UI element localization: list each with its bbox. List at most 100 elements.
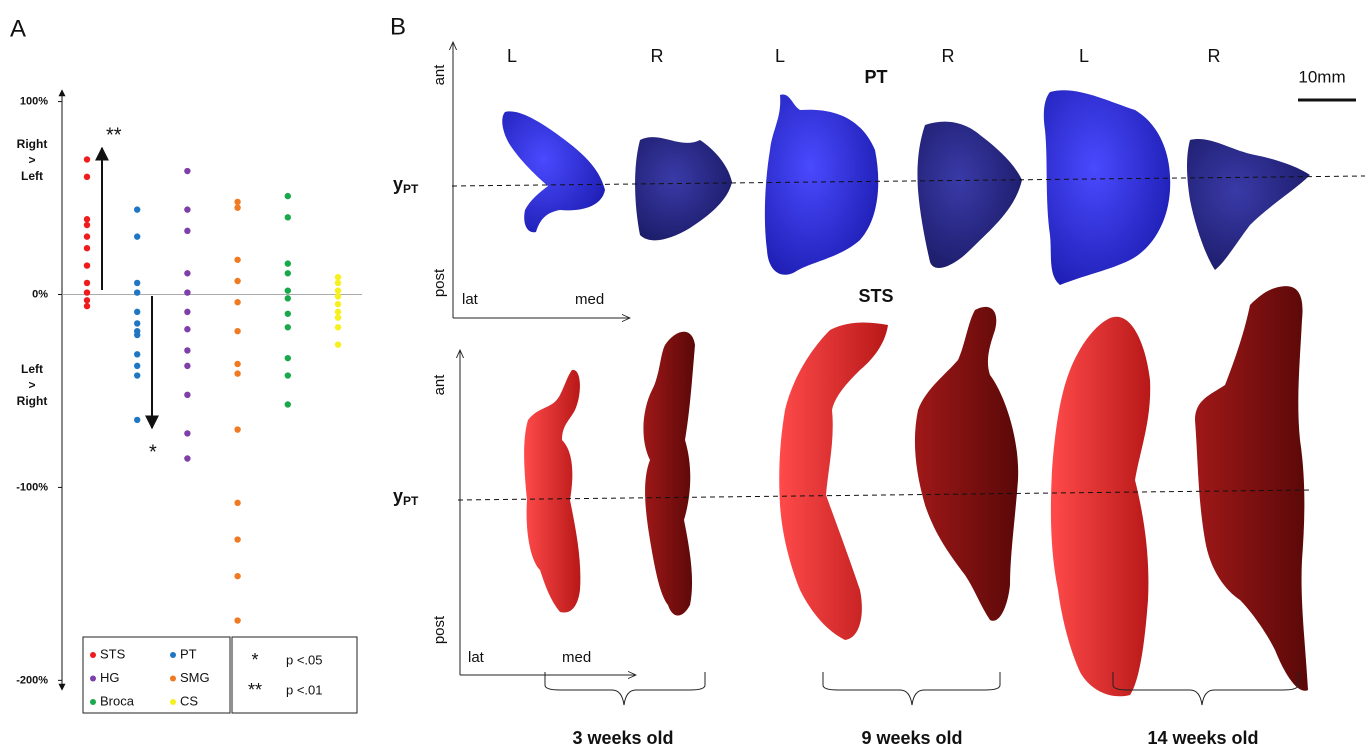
line-label-sub: PT [403, 182, 419, 196]
dot [84, 216, 90, 222]
pt-shape [917, 122, 1022, 268]
dot [335, 314, 341, 320]
dot [234, 199, 240, 205]
annotation: ** [106, 124, 122, 146]
dot [285, 260, 291, 266]
y-tick-label: -100% [16, 481, 48, 493]
dot [134, 332, 140, 338]
axis-label: med [575, 291, 604, 308]
pt-shape [502, 111, 605, 232]
legend-label: PT [180, 646, 197, 661]
dot [184, 347, 190, 353]
dot [184, 289, 190, 295]
legend-marker [170, 699, 176, 705]
dot [335, 287, 341, 293]
annotation: * [149, 441, 157, 463]
legend-marker [170, 676, 176, 682]
age-label: 14 weeks old [1147, 728, 1258, 748]
dot [84, 233, 90, 239]
dashed-line [458, 490, 1310, 500]
column-label: L [775, 46, 785, 66]
column-label: L [507, 46, 517, 66]
sts-shape [915, 307, 1018, 621]
line-label: yPT [393, 486, 419, 508]
dot [285, 214, 291, 220]
section-title: STS [858, 286, 893, 306]
dot [134, 363, 140, 369]
dot [84, 262, 90, 268]
dot [234, 204, 240, 210]
side-label: Right [17, 394, 48, 408]
column-label: R [942, 46, 955, 66]
section-title: PT [864, 67, 887, 87]
dot [134, 289, 140, 295]
pt-shape [1044, 90, 1170, 285]
dot [84, 222, 90, 228]
dot [134, 233, 140, 239]
line-label: yPT [393, 174, 419, 196]
dot [234, 500, 240, 506]
axis-label: lat [462, 291, 479, 308]
dot [335, 274, 341, 280]
dot [285, 372, 291, 378]
dot [184, 228, 190, 234]
y-tick-label: -200% [16, 674, 48, 686]
dot [285, 287, 291, 293]
sts-shape [1195, 286, 1308, 691]
sts-shape [1051, 317, 1150, 697]
dot [84, 174, 90, 180]
dot [134, 351, 140, 357]
significance-symbol: * [251, 650, 258, 670]
pt-shape [765, 95, 878, 275]
y-tick-label: 100% [20, 95, 48, 107]
panel-b: B L R L R L R 10mm PT STS ant post lat m… [390, 13, 1365, 747]
line-label-sub: PT [403, 494, 419, 508]
legend-label: HG [100, 670, 120, 685]
dot [84, 245, 90, 251]
dot [134, 417, 140, 423]
age-label: 9 weeks old [861, 728, 962, 748]
panel-label: B [390, 13, 406, 40]
panel-a: A ** * 100%0%-100%-200%Right>LeftLeft>Ri… [10, 15, 362, 713]
legend-marker [90, 652, 96, 658]
dot [285, 193, 291, 199]
dot [184, 363, 190, 369]
line-label-main: y [393, 174, 403, 194]
pt-shape [635, 137, 732, 240]
dot [184, 326, 190, 332]
age-label: 3 weeks old [572, 728, 673, 748]
legend-marker [90, 699, 96, 705]
dot [335, 341, 341, 347]
dot [234, 370, 240, 376]
dot [285, 355, 291, 361]
dot [234, 361, 240, 367]
dot [234, 573, 240, 579]
axis-label: post [431, 615, 448, 644]
dot [184, 270, 190, 276]
dot [234, 536, 240, 542]
sts-shape [524, 370, 580, 613]
side-label: Left [21, 169, 43, 183]
significance-symbol: ** [248, 680, 262, 700]
legend-marker [90, 676, 96, 682]
dot [234, 426, 240, 432]
dot [285, 401, 291, 407]
dot [84, 156, 90, 162]
axis-label: post [431, 268, 448, 297]
significance-label: p <.01 [286, 682, 323, 697]
column-label: L [1079, 46, 1089, 66]
dot [134, 320, 140, 326]
dot [134, 206, 140, 212]
significance-box [232, 637, 357, 713]
sts-shape [779, 323, 888, 640]
dot [234, 278, 240, 284]
dot [84, 289, 90, 295]
dot [335, 309, 341, 315]
side-label: Left [21, 362, 43, 376]
dot [234, 257, 240, 263]
axis-label: ant [431, 64, 448, 86]
dot [335, 301, 341, 307]
dot [184, 455, 190, 461]
scale-bar-label: 10mm [1298, 67, 1345, 86]
y-tick-label: 0% [32, 288, 48, 300]
